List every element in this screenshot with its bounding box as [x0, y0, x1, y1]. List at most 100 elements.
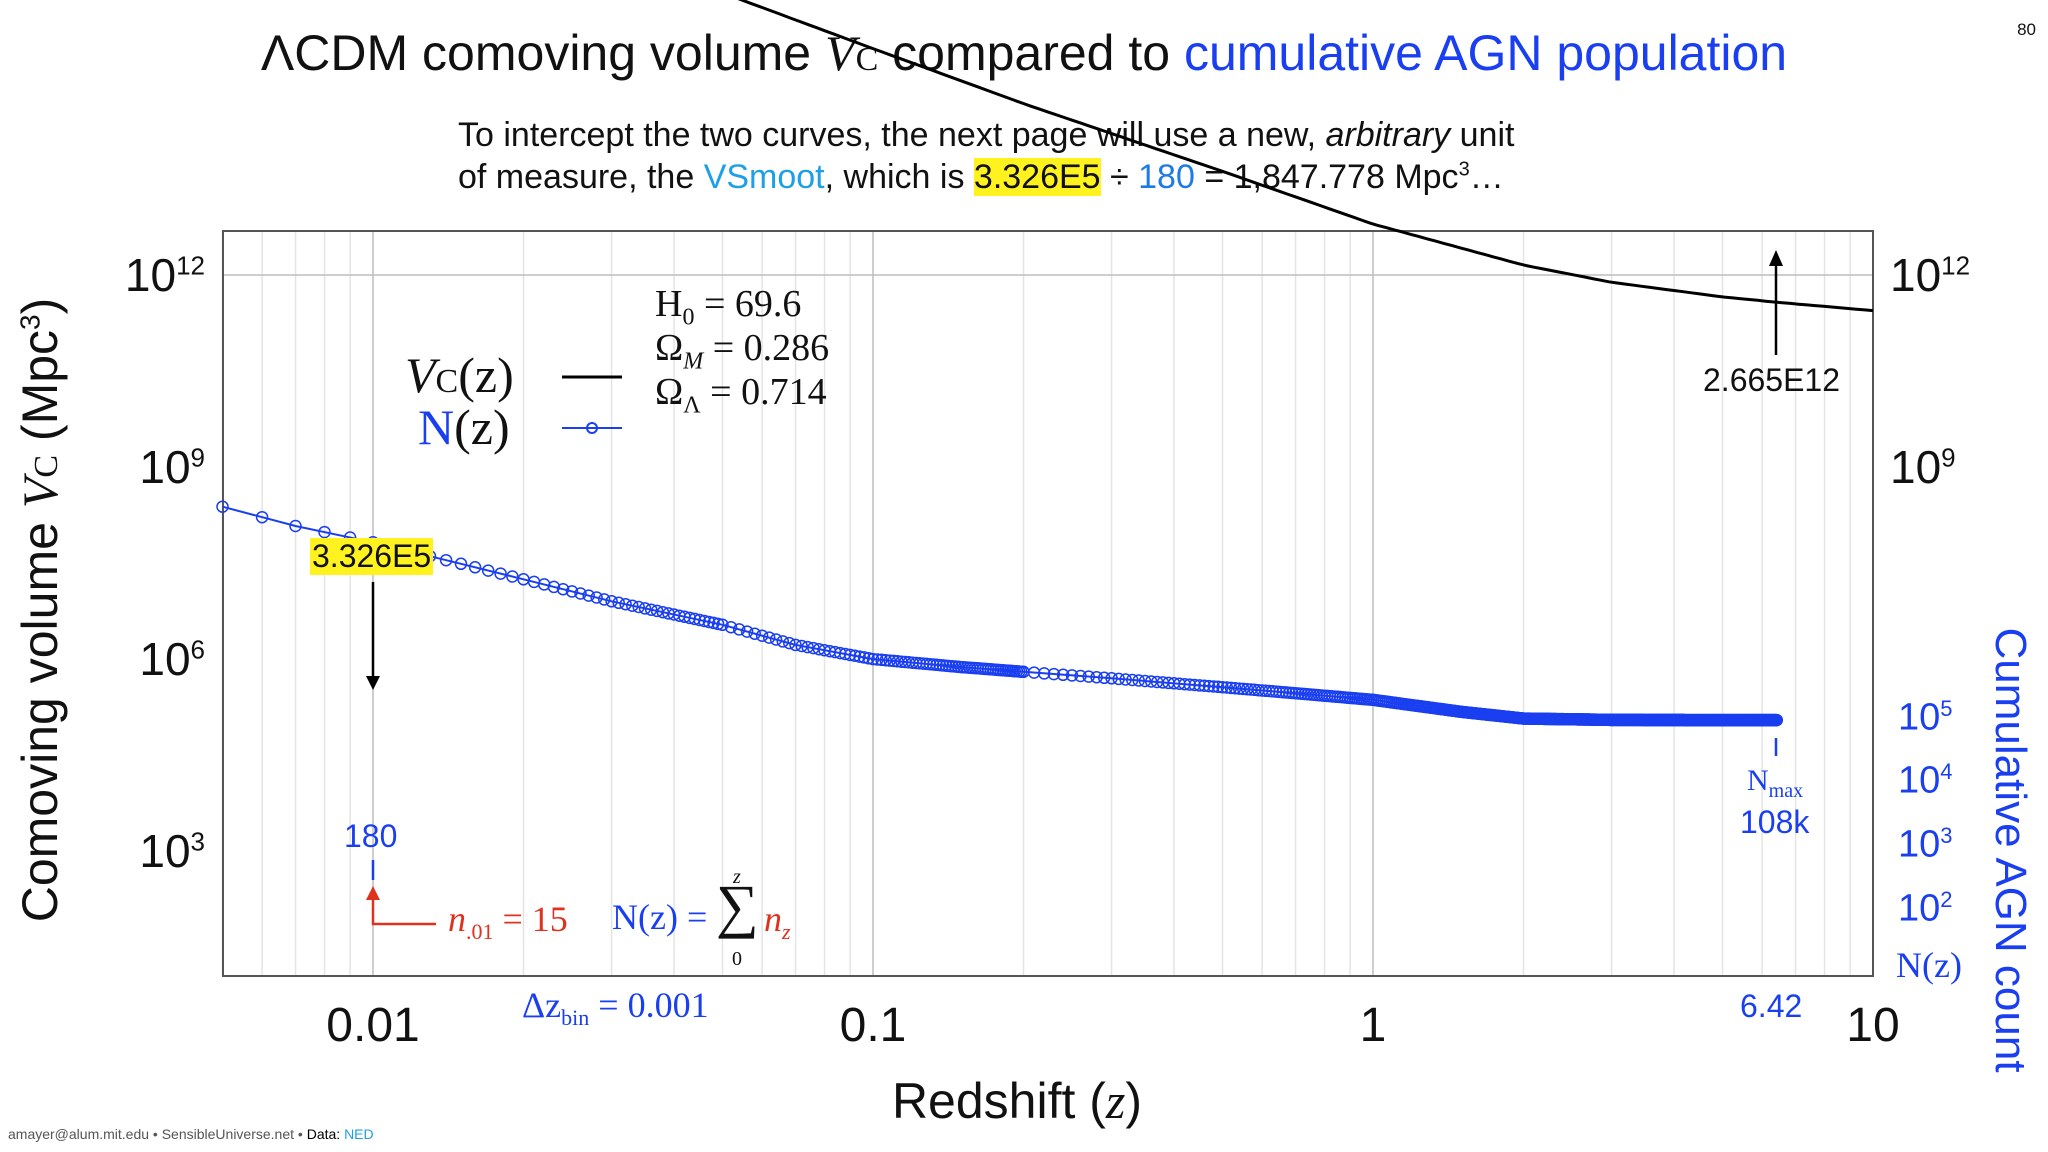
n-data-point [1216, 680, 1229, 694]
title-highlight: cumulative AGN population [1183, 25, 1788, 81]
plot-frame [222, 230, 1874, 977]
n-data-point [547, 580, 561, 594]
n-data-point [1178, 677, 1191, 691]
n-data-point [776, 635, 790, 648]
n-data-point [762, 631, 776, 644]
n-data-point [1207, 680, 1220, 693]
footer-data-source-link: NED [344, 1126, 374, 1142]
n-data-point [1188, 678, 1201, 692]
arrow-n01 [371, 897, 436, 926]
n-data-point [857, 651, 871, 664]
n-data-point [1119, 673, 1132, 686]
n-data-point [789, 638, 802, 652]
n-data-point [702, 615, 716, 629]
n-data-point [1126, 673, 1139, 687]
n-data-point [638, 602, 652, 615]
n-data-point [506, 570, 519, 583]
n-data-point [1228, 681, 1242, 695]
n-data-point [688, 612, 701, 626]
x-tick-1: 1 [1359, 999, 1387, 1052]
n-data-point [866, 652, 880, 666]
annotation-vc-max: 2.665E12 [1703, 362, 1841, 398]
n-data-point [848, 649, 862, 662]
annotation-nmax-value: 108k [1740, 804, 1810, 840]
n-data-point [494, 567, 507, 580]
x-axis-label: Redshift (z) [891, 1073, 1143, 1129]
n-data-point [1770, 713, 1784, 727]
y-tick-1e9: 109 [139, 441, 205, 493]
n-data-point [574, 587, 587, 600]
param-omega-m: ΩM = 0.286 [655, 327, 830, 375]
n-data-point [582, 589, 595, 602]
annotation-n-001: 180 [344, 818, 398, 854]
n-data-point [1138, 674, 1152, 688]
n-data-point [801, 640, 814, 654]
sum-top: z [733, 866, 741, 888]
n-data-point [716, 618, 729, 632]
n-data-point [783, 636, 796, 650]
n-data-point [1220, 681, 1234, 694]
n-data-point [871, 653, 884, 666]
n-data-point [862, 652, 875, 665]
n-data-point [439, 553, 453, 567]
subtitle-line-2: of measure, the VSmoot, which is 3.326E5… [458, 158, 1504, 196]
n-data-point [883, 654, 896, 667]
y-tick-1e12: 1012 [124, 249, 205, 301]
n-data-point [1144, 675, 1158, 688]
n-data-point [724, 620, 738, 634]
n-data-point [255, 510, 269, 524]
n-data-point [1047, 667, 1061, 681]
n-data-point [732, 623, 746, 636]
n-data-point [454, 557, 468, 571]
annotation-n01: n.01 = 15 [448, 899, 568, 945]
n-data-point [481, 564, 495, 577]
n-data-point [612, 596, 625, 610]
n-data-point [1224, 681, 1238, 695]
x-tick-0.1: 0.1 [839, 999, 907, 1052]
n-tick-1e4: 104 [1898, 759, 1953, 802]
n-data-point [1202, 679, 1216, 693]
n-data-point [748, 627, 761, 640]
n-data-point [795, 639, 808, 653]
n-data-point [875, 653, 888, 667]
n-data-point [590, 591, 603, 604]
y2-axis-label: Cumulative AGN count [1986, 627, 2035, 1073]
annotation-vc-001: 3.326E5 [310, 538, 434, 575]
arrowhead-n01 [366, 886, 380, 900]
vc-series-line [737, 0, 1874, 313]
y-tick-1e3: 103 [139, 825, 205, 877]
legend-n-marker [586, 422, 598, 434]
sum-symbol: ∑ [716, 873, 759, 939]
n-data-point [740, 625, 754, 638]
n-tick-1e5: 105 [1898, 696, 1953, 739]
n-data-point [838, 647, 852, 661]
x-tick-10: 10 [1846, 999, 1900, 1052]
n-data-point [1132, 674, 1145, 687]
annotation-nmax-label: Nmax [1747, 764, 1804, 802]
n-data-point [619, 597, 632, 611]
n-data-point [1097, 671, 1111, 685]
n-data-point [1074, 669, 1087, 683]
n-data-point [1065, 669, 1079, 682]
n-data-point [1090, 670, 1103, 684]
n-data-point [833, 646, 847, 660]
n-data-point [216, 500, 229, 513]
n-data-point [565, 585, 579, 598]
n-data-point [843, 648, 857, 662]
n-data-point [1037, 667, 1051, 680]
n-data-point [1105, 672, 1118, 685]
sum-term: nz [764, 899, 791, 945]
n-data-point [755, 629, 769, 642]
n-data-point [1056, 668, 1070, 682]
annotation-sum: N(z) = [612, 897, 708, 937]
n-data-point [318, 525, 331, 539]
n-data-point [1232, 682, 1246, 695]
n-tick-1e3: 103 [1898, 823, 1953, 866]
n-data-point [711, 617, 725, 631]
n-data-point [1112, 672, 1125, 686]
y-axis-label: Comoving volume VC (Mpc3) [12, 297, 68, 923]
n-data-point [1183, 678, 1196, 691]
n-data-point [1027, 666, 1041, 679]
y2-tick-1e9: 109 [1890, 441, 1956, 493]
